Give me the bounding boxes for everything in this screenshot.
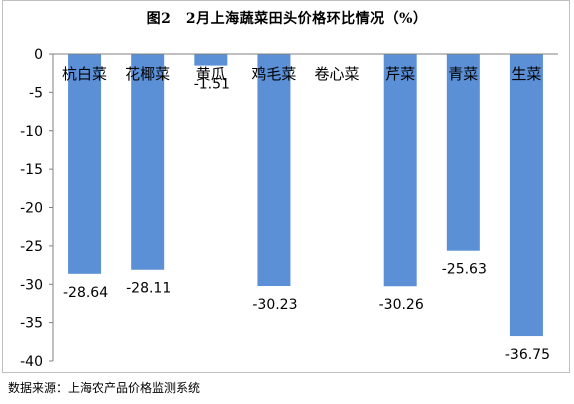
y-tick-label: -10 — [20, 124, 43, 140]
bar-5 — [383, 54, 417, 287]
bar-3 — [257, 54, 291, 287]
bar-chart: 0 -5 -10 -15 -20 -25 -30 -35 -40 杭白菜 花椰菜 黄瓜 鸡毛菜 卷心菜 芹菜… — [20, 47, 558, 370]
y-tick-label: 0 — [34, 47, 43, 63]
y-tick-label: -25 — [20, 239, 43, 255]
data-label: -1.51 — [194, 77, 230, 93]
y-tick-label: -30 — [20, 277, 43, 293]
y-tick-label: -15 — [20, 162, 43, 178]
data-label: -30.26 — [379, 297, 424, 313]
data-source-note: 数据来源：上海农产品价格监测系统 — [8, 381, 201, 395]
y-tick-label: -35 — [20, 316, 43, 332]
bar-6 — [446, 54, 480, 251]
data-label: -25.63 — [442, 262, 487, 278]
bar-7 — [509, 54, 543, 337]
category-label: 生菜 — [511, 65, 541, 83]
data-label: -28.11 — [126, 281, 171, 297]
data-label: -28.64 — [63, 285, 108, 301]
bar-0 — [68, 54, 102, 274]
data-label: -36.75 — [505, 347, 550, 363]
category-label: 卷心菜 — [315, 65, 360, 83]
category-label: 芹菜 — [385, 65, 415, 83]
category-label: 黄瓜 — [196, 65, 226, 83]
category-label: 花椰菜 — [125, 65, 170, 83]
category-label: 青菜 — [448, 65, 478, 83]
y-tick-label: -20 — [20, 201, 43, 217]
data-label: -30.23 — [252, 297, 297, 313]
y-tick-label: -5 — [29, 85, 43, 101]
bar-1 — [131, 54, 165, 270]
category-label: 鸡毛菜 — [251, 65, 296, 83]
y-tick-label: -40 — [20, 354, 43, 370]
chart-title: 图2 2月上海蔬菜田头价格环比情况（%） — [146, 11, 428, 27]
bar-2 — [194, 54, 228, 66]
category-label: 杭白菜 — [62, 65, 107, 83]
